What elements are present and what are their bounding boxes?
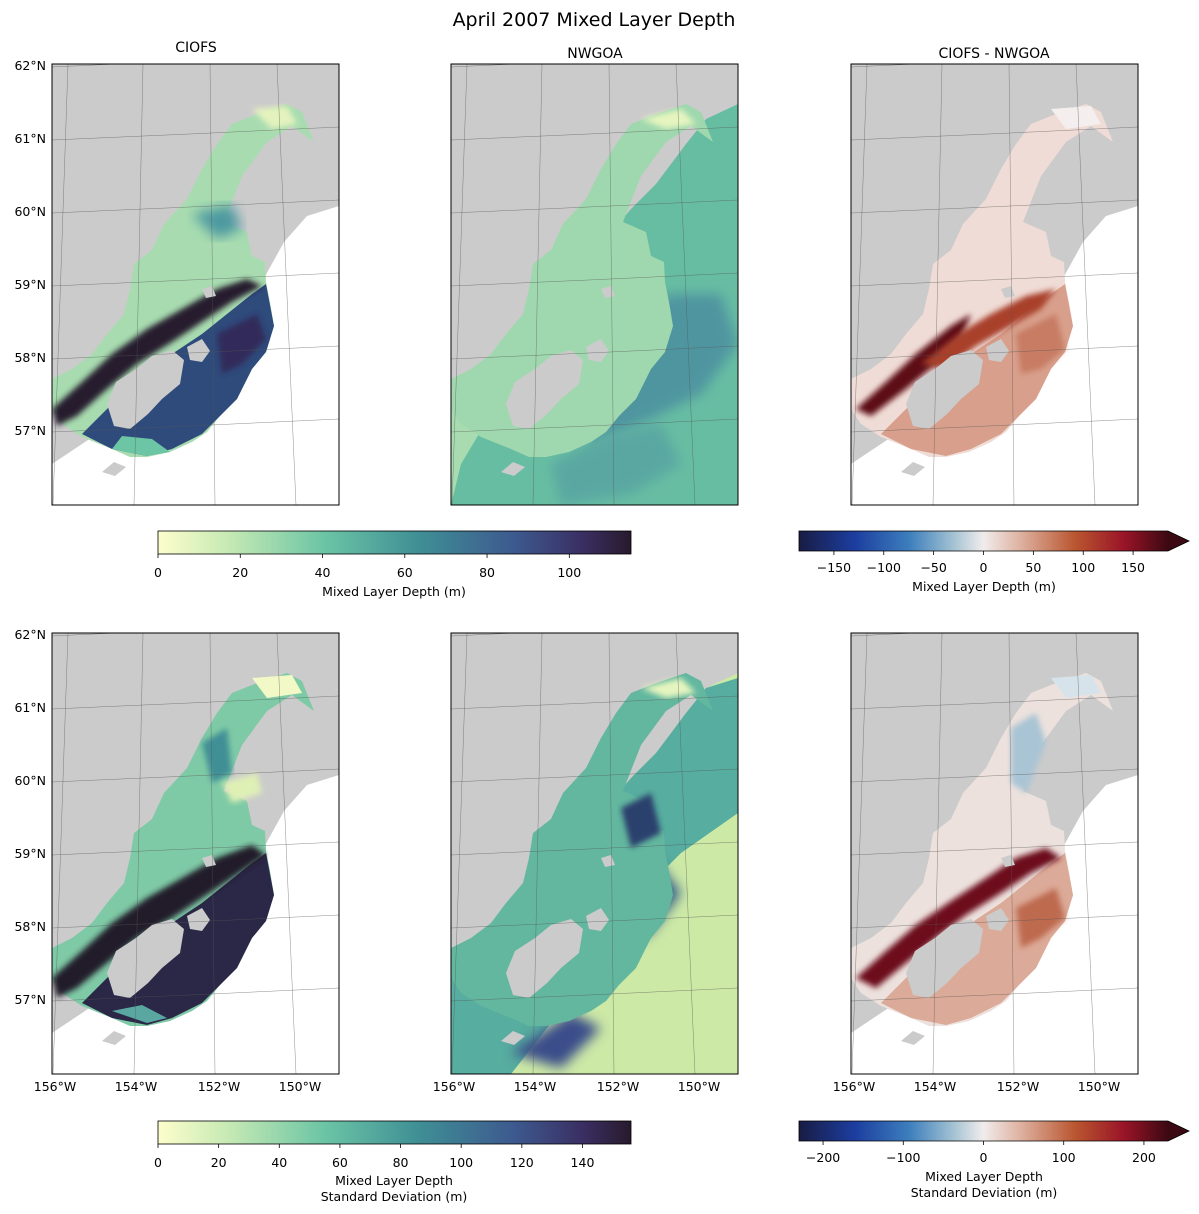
colorbar-ticks: 0 20 40 60 80 100 120 140: [154, 1144, 594, 1170]
colorbar-tick-label: 100: [1052, 1150, 1076, 1165]
colorbar-tick-label: 150: [1121, 560, 1145, 575]
lat-tick: 58°N: [14, 350, 46, 365]
map-panel-nwgoa-mean: [450, 63, 739, 506]
lat-tick: 60°N: [14, 773, 46, 788]
colorbar-label-line2: Standard Deviation (m): [321, 1189, 468, 1204]
row2-longitude-ticks: 156°W 154°W 152°W 150°W 156°W 154°W 152°…: [34, 1079, 1120, 1094]
colorbar-tick-label: 0: [154, 1155, 162, 1170]
colorbar-std-difference: −200 −100 0 100 200 Mixed Layer Depth Standa…: [798, 1120, 1190, 1200]
colorbar-ticks: −150 −100 −50 0 50 100 150: [817, 551, 1145, 575]
colorbar-label-line2: Standard Deviation (m): [911, 1185, 1058, 1200]
lon-tick: 152°W: [597, 1079, 639, 1094]
lat-tick: 59°N: [14, 846, 46, 861]
colorbar-tick-label: 60: [397, 565, 413, 580]
lon-tick: 152°W: [198, 1079, 240, 1094]
lon-tick: 154°W: [514, 1079, 556, 1094]
map-panel-difference-std: [850, 632, 1139, 1075]
lon-tick: 154°W: [115, 1079, 157, 1094]
colorbar-tick-label: −100: [867, 560, 901, 575]
lat-tick: 60°N: [14, 204, 46, 219]
lat-tick: 57°N: [14, 423, 46, 438]
colorbar-tick-label: 0: [980, 1150, 988, 1165]
colorbar-tick-label: −200: [806, 1150, 840, 1165]
colorbar-tick-label: 20: [232, 565, 248, 580]
colorbar-label: Mixed Layer Depth (m): [912, 579, 1056, 594]
colorbar-tick-label: −100: [886, 1150, 920, 1165]
lon-tick: 154°W: [914, 1079, 956, 1094]
colorbar-tick-label: 60: [332, 1155, 348, 1170]
map-panel-ciofs-mean: [51, 63, 340, 506]
lat-tick: 57°N: [14, 992, 46, 1007]
row1-latitude-ticks: 62°N 61°N 60°N 59°N 58°N 57°N: [14, 58, 46, 438]
map-panel-ciofs-std: [51, 632, 340, 1075]
map-panel-difference-mean: [850, 63, 1139, 506]
colorbar-mean-depth: 0 20 40 60 80 100 Mixed Layer Depth (m): [154, 530, 632, 599]
colorbar-tick-label: 40: [271, 1155, 287, 1170]
colorbar-tick-label: 100: [1071, 560, 1095, 575]
lon-tick: 150°W: [1078, 1079, 1120, 1094]
colorbar-tick-label: 140: [571, 1155, 595, 1170]
colorbar-tick-label: 80: [393, 1155, 409, 1170]
colorbar-ticks: −200 −100 0 100 200: [806, 1141, 1156, 1165]
panel-title-difference: CIOFS - NWGOA: [938, 46, 1050, 62]
colorbar-ticks: 0 20 40 60 80 100: [154, 554, 581, 580]
panel-title-nwgoa: NWGOA: [567, 46, 623, 62]
colorbar-std-depth: 0 20 40 60 80 100 120 140 Mixed Layer Depth Sta…: [154, 1120, 632, 1204]
lon-tick: 156°W: [833, 1079, 875, 1094]
colorbar-tick-label: 0: [154, 565, 162, 580]
row2-latitude-ticks: 62°N 61°N 60°N 59°N 58°N 57°N: [14, 627, 46, 1007]
lon-tick: 150°W: [678, 1079, 720, 1094]
lat-tick: 58°N: [14, 919, 46, 934]
lat-tick: 61°N: [14, 700, 46, 715]
colorbar-label-line1: Mixed Layer Depth: [925, 1169, 1043, 1184]
lat-tick: 62°N: [14, 58, 46, 73]
lon-tick: 156°W: [34, 1079, 76, 1094]
colorbar-mean-difference: −150 −100 −50 0 50 100 150 Mixed Layer Depth (…: [798, 530, 1190, 594]
colorbar-tick-label: 0: [980, 560, 988, 575]
lat-tick: 62°N: [14, 627, 46, 642]
colorbar-tick-label: −50: [920, 560, 946, 575]
colorbar-tick-label: −150: [817, 560, 851, 575]
colorbar-tick-label: 100: [557, 565, 581, 580]
colorbar-tick-label: 20: [211, 1155, 227, 1170]
colorbar-tick-label: 120: [510, 1155, 534, 1170]
colorbar-tick-label: 40: [315, 565, 331, 580]
lon-tick: 150°W: [279, 1079, 321, 1094]
colorbar-tick-label: 50: [1025, 560, 1041, 575]
lon-tick: 152°W: [997, 1079, 1039, 1094]
panel-title-ciofs: CIOFS: [175, 40, 217, 56]
lon-tick: 156°W: [433, 1079, 475, 1094]
lat-tick: 61°N: [14, 131, 46, 146]
lat-tick: 59°N: [14, 277, 46, 292]
colorbar-label: Mixed Layer Depth (m): [322, 584, 466, 599]
map-panel-nwgoa-std: [450, 632, 739, 1075]
colorbar-label-line1: Mixed Layer Depth: [335, 1173, 453, 1188]
colorbar-tick-label: 100: [449, 1155, 473, 1170]
figure-title: April 2007 Mixed Layer Depth: [453, 9, 736, 31]
colorbar-tick-label: 80: [479, 565, 495, 580]
colorbar-tick-label: 200: [1132, 1150, 1156, 1165]
